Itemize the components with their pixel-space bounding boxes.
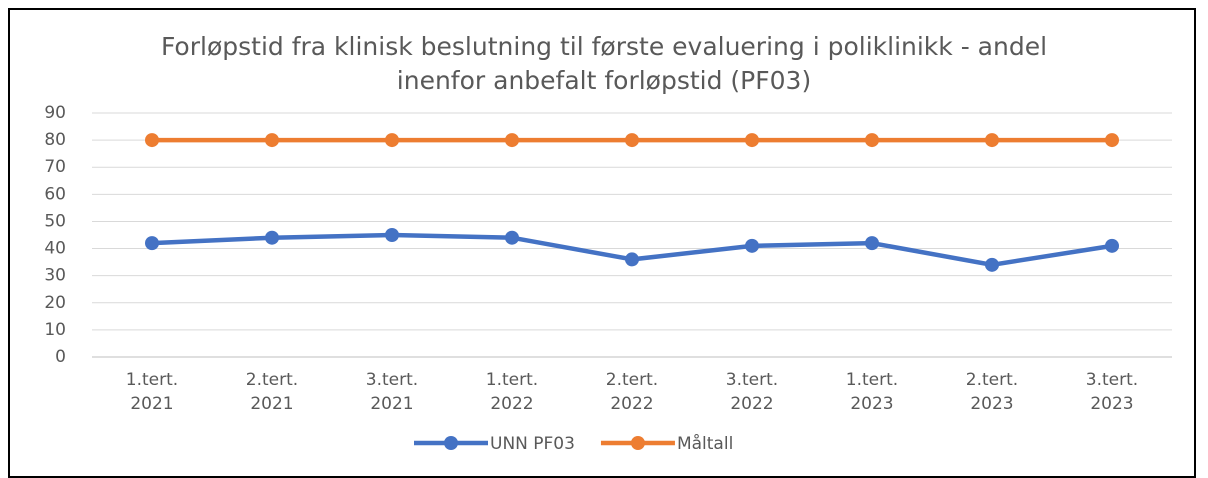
y-tick-label: 10 xyxy=(44,320,66,340)
x-tick-label-line: 2021 xyxy=(130,394,173,414)
x-tick-label-line: 2021 xyxy=(250,394,293,414)
chart: 0 10 20 30 40 50 60 70 80 90 1.tert. 2021 2.tert. 202… xyxy=(44,103,1172,454)
series-marker xyxy=(265,230,279,245)
x-tick-label: 3.tert. 2023 xyxy=(1086,370,1138,414)
x-tick-label-line: 3.tert. xyxy=(1086,370,1138,390)
x-tick-label-line: 2.tert. xyxy=(606,370,658,390)
y-tick-label: 0 xyxy=(55,347,66,367)
x-tick-label-line: 2.tert. xyxy=(246,370,298,390)
x-tick-label-line: 2021 xyxy=(370,394,413,414)
legend-marker xyxy=(630,436,645,450)
y-tick-label: 80 xyxy=(44,130,66,150)
x-tick-label-line: 2.tert. xyxy=(966,370,1018,390)
x-tick-label: 2.tert. 2023 xyxy=(966,370,1018,414)
x-tick-label-line: 3.tert. xyxy=(726,370,778,390)
series-marker xyxy=(745,133,759,148)
series-marker xyxy=(505,133,519,148)
chart-title: Forløpstid fra klinisk beslutning til fø… xyxy=(160,32,1048,95)
series-marker xyxy=(985,133,999,148)
x-tick-label: 1.tert. 2021 xyxy=(126,370,178,414)
x-tick-label-line: 1.tert. xyxy=(846,370,898,390)
x-tick-label-line: 2023 xyxy=(970,394,1013,414)
y-tick-label: 60 xyxy=(44,184,66,204)
legend-label: UNN PF03 xyxy=(490,434,575,454)
x-tick-label: 2.tert. 2021 xyxy=(246,370,298,414)
series-marker xyxy=(505,230,519,245)
y-tick-label: 90 xyxy=(44,103,66,123)
x-tick-label: 1.tert. 2023 xyxy=(846,370,898,414)
series-marker xyxy=(265,133,279,148)
x-tick-label: 1.tert. 2022 xyxy=(486,370,538,414)
series-marker xyxy=(865,236,879,251)
y-tick-label: 50 xyxy=(44,211,66,231)
x-tick-label-line: 3.tert. xyxy=(366,370,418,390)
x-tick-label-line: 2022 xyxy=(610,394,653,414)
series-marker xyxy=(145,236,159,251)
y-tick-label: 40 xyxy=(44,239,66,259)
legend-label: Måltall xyxy=(677,433,733,454)
series-marker xyxy=(1105,133,1119,148)
series-marker xyxy=(1105,238,1119,253)
x-tick-label-line: 2023 xyxy=(850,394,893,414)
x-tick-label-line: 1.tert. xyxy=(126,370,178,390)
x-tick-label: 3.tert. 2022 xyxy=(726,370,778,414)
series-marker xyxy=(385,133,399,148)
series-marker xyxy=(865,133,879,148)
y-tick-label: 30 xyxy=(44,266,66,286)
series-marker xyxy=(985,257,999,272)
y-tick-label: 20 xyxy=(44,293,66,313)
series-marker xyxy=(625,133,639,148)
series-marker xyxy=(385,228,399,242)
x-tick-label: 3.tert. 2021 xyxy=(366,370,418,414)
x-tick-label-line: 2022 xyxy=(730,394,773,414)
x-tick-label-line: 2022 xyxy=(490,394,533,414)
series-marker xyxy=(625,252,639,267)
series-marker xyxy=(145,133,159,148)
x-tick-label-line: 2023 xyxy=(1090,394,1133,414)
legend-marker xyxy=(444,436,458,450)
y-tick-label: 70 xyxy=(44,157,66,177)
x-tick-label: 2.tert. 2022 xyxy=(606,370,658,414)
x-tick-label-line: 1.tert. xyxy=(486,370,538,390)
series-marker xyxy=(745,238,759,253)
